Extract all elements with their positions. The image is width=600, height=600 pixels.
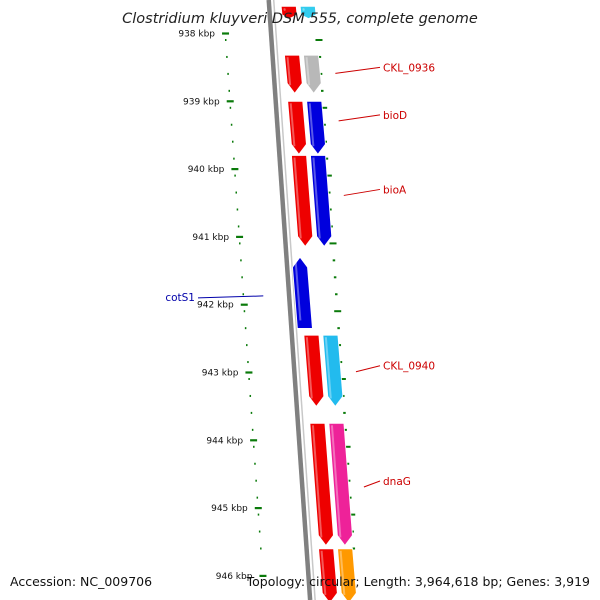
gene-highlight: [302, 8, 305, 11]
tick-label: 940 kbp: [188, 165, 225, 175]
gene-label: CKL_0936: [383, 62, 435, 74]
tick-label: 945 kbp: [211, 504, 248, 514]
tick-label: 946 kbp: [216, 572, 253, 582]
tick-label: 943 kbp: [202, 369, 239, 379]
gene-highlight: [308, 103, 315, 147]
label-leader: [343, 188, 381, 196]
gene-highlight: [286, 57, 292, 86]
gene-arrow: [306, 100, 326, 155]
gene-highlight: [330, 425, 342, 538]
backbone-line: [266, 0, 313, 600]
gene-arrow: [337, 548, 357, 600]
label-leader: [335, 66, 381, 74]
gene-arrow: [287, 100, 307, 155]
gene-highlight: [293, 157, 302, 239]
tick-label: 942 kbp: [197, 301, 234, 311]
gene-arrow: [310, 155, 333, 248]
gene-arrow: [284, 54, 303, 94]
gene-label: bioA: [383, 184, 407, 196]
gene-highlight: [283, 8, 286, 11]
backbone-inner-line: [272, 0, 316, 600]
label-leader: [363, 480, 381, 488]
map-title: Clostridium kluyveri DSM 555, complete g…: [122, 11, 478, 27]
topology-summary: Topology: circular; Length: 3,964,618 bp…: [246, 574, 590, 589]
tick-label: 941 kbp: [192, 233, 229, 243]
tick-label: 938 kbp: [178, 30, 215, 40]
gene-arrow: [291, 155, 314, 248]
gene-highlight: [320, 550, 327, 596]
gene-highlight: [289, 103, 296, 147]
label-leader: [197, 295, 264, 299]
gene-highlight: [339, 550, 346, 596]
gene-label: dnaG: [383, 476, 411, 488]
gene-arrow: [318, 548, 338, 600]
gene-label: CKL_0940: [383, 361, 435, 373]
tick-label: 944 kbp: [206, 436, 243, 446]
gene-arrow: [322, 334, 344, 408]
gene-arrow: [309, 422, 334, 547]
gene-arrow: [299, 6, 317, 20]
gene-arrow: [303, 334, 325, 408]
tick-label: 939 kbp: [183, 97, 220, 107]
gene-labels: CKL_0936 bioD bioA cotS1 CKL_0940 dnaG: [165, 62, 435, 488]
gene-label: cotS1: [165, 292, 195, 304]
label-leader: [338, 114, 381, 122]
gene-features: [280, 6, 357, 600]
gene-highlight: [312, 157, 321, 239]
gene-highlight: [311, 425, 323, 538]
accession-text: Accession: NC_009706: [10, 574, 152, 589]
ruler-ticks: 938 kbp 939 kbp 940 kbp 941 kbp 942 kbp 943 k…: [178, 30, 267, 582]
label-leader: [355, 365, 381, 373]
gene-arrow: [303, 54, 322, 94]
gene-arrow: [328, 422, 353, 547]
gene-arrow: [292, 256, 313, 329]
gene-label: bioD: [383, 110, 407, 122]
backbone: [266, 0, 316, 600]
gene-highlight: [294, 259, 302, 321]
gene-highlight: [324, 337, 332, 399]
gene-highlight: [305, 337, 313, 399]
gene-arrow: [280, 6, 298, 20]
gene-highlight: [305, 57, 311, 86]
